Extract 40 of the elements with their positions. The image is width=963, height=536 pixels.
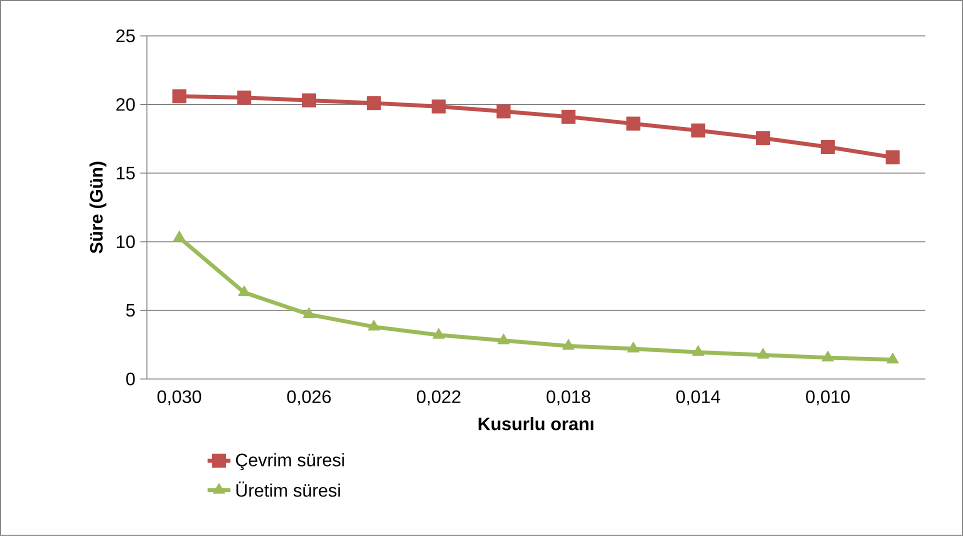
legend-label: Çevrim süresi [236, 453, 344, 470]
point [497, 334, 510, 344]
point [627, 342, 640, 353]
point [820, 140, 835, 154]
point [886, 352, 899, 364]
x-axis-title: Kusurlu oranı [478, 417, 594, 430]
point [691, 124, 706, 138]
point [886, 150, 900, 164]
x-tick-label: 0,030 [158, 390, 202, 406]
point [756, 131, 770, 146]
y-tick-label: 15 [116, 166, 135, 180]
point [562, 339, 575, 350]
point [626, 116, 640, 131]
point [432, 328, 445, 339]
legend-label: Üretim süresi [236, 482, 340, 497]
x-tick-label: 0,022 [416, 390, 460, 406]
point [496, 104, 511, 118]
x-tick-label: 0,026 [287, 390, 331, 406]
point [173, 230, 186, 242]
y-axis-title: Süre (Gün) [90, 162, 106, 254]
point [302, 308, 316, 318]
point [432, 100, 446, 114]
x-tick-label: 0,010 [806, 390, 850, 406]
x-tick-label: 0,014 [676, 390, 720, 406]
y-tick-label: 0 [126, 372, 135, 386]
point [237, 90, 252, 105]
y-tick-label: 5 [126, 304, 135, 317]
point [692, 345, 704, 356]
y-tick-label: 25 [116, 30, 135, 42]
point [302, 93, 316, 108]
point [238, 286, 250, 296]
point [756, 348, 770, 359]
point [561, 110, 576, 124]
x-tick-label: 0,018 [546, 390, 590, 406]
point [368, 320, 380, 331]
point [172, 89, 186, 104]
point [366, 96, 381, 110]
point [822, 350, 834, 362]
y-tick-label: 10 [116, 235, 135, 248]
y-tick-label: 20 [116, 98, 135, 111]
